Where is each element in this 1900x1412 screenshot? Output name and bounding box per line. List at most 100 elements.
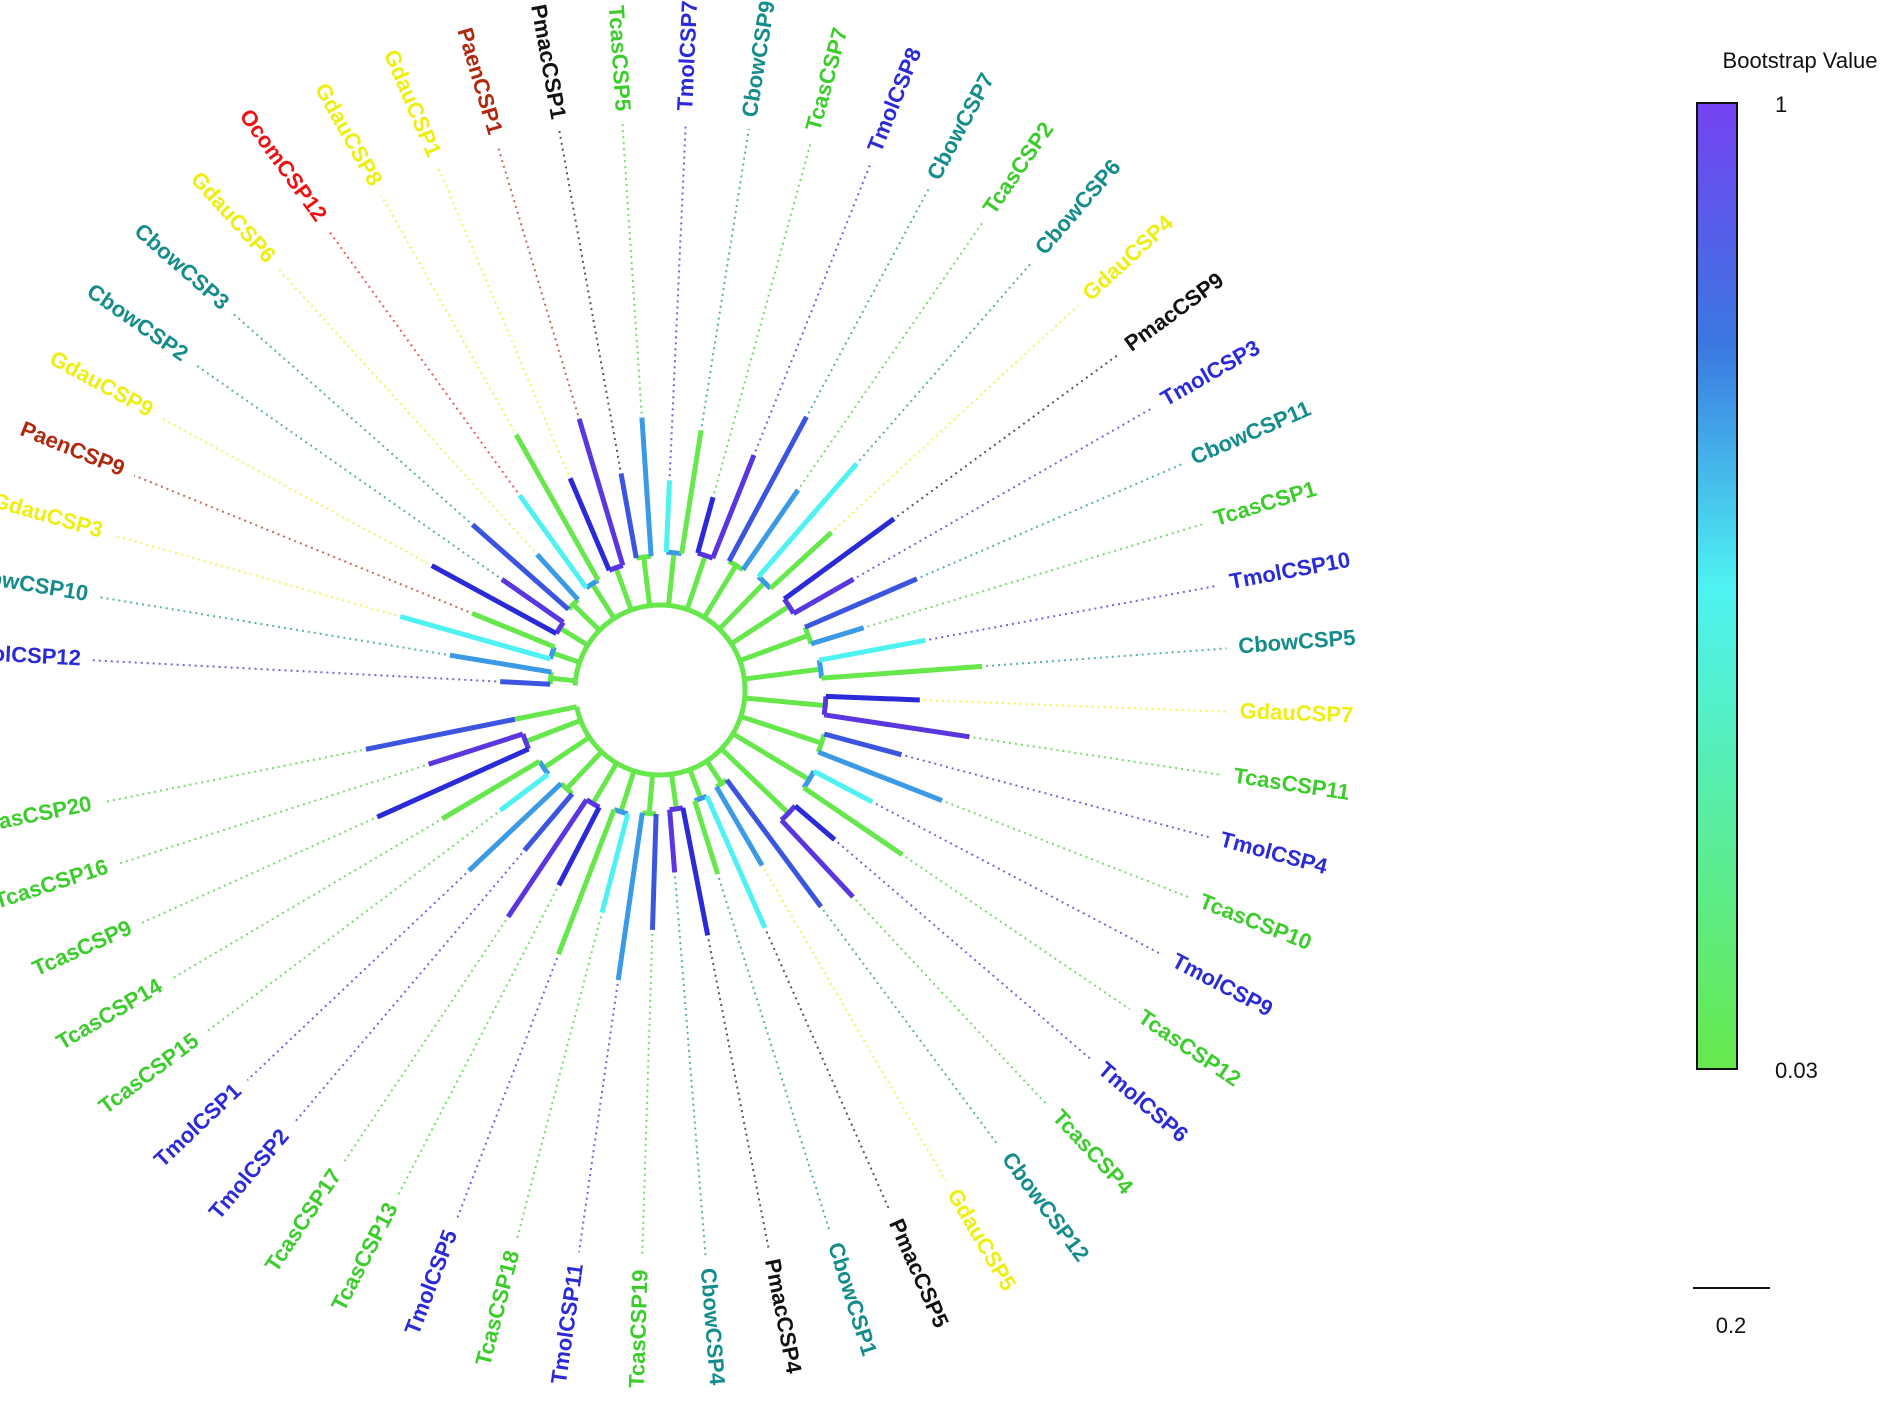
leaf-label: TcasCSP4	[1048, 1105, 1139, 1200]
branch	[687, 768, 704, 800]
leaf-label: GdauCSP8	[310, 79, 388, 190]
branch	[470, 522, 571, 612]
branch	[821, 663, 983, 681]
branch	[608, 563, 624, 573]
branch	[693, 793, 708, 804]
branch	[810, 625, 865, 647]
leaf-connector	[707, 939, 770, 1248]
branch	[792, 577, 855, 616]
leaf-connector	[856, 406, 1154, 579]
branch	[669, 773, 679, 810]
leaf-label: PmacCSP4	[760, 1257, 807, 1377]
leaf-connector	[867, 522, 1204, 628]
leaf-connector	[141, 817, 375, 924]
branch	[498, 772, 550, 813]
branch	[740, 488, 801, 572]
leaf-label: GdauCSP7	[1239, 698, 1354, 727]
branch	[524, 718, 582, 744]
leaf-label: OcomCSP12	[235, 104, 333, 226]
branch	[618, 770, 637, 813]
leaf-label: PaenCSP1	[452, 25, 507, 138]
branch	[801, 769, 817, 790]
leaf-label: TcasCSP17	[260, 1164, 347, 1276]
branch	[717, 580, 767, 631]
leaf-connector	[713, 142, 812, 494]
leaf-label: CbowCSP10	[0, 560, 90, 606]
branch	[738, 633, 810, 663]
branch	[821, 696, 829, 716]
branch	[639, 417, 654, 557]
branch	[517, 493, 589, 590]
leaf-connector	[855, 899, 1049, 1107]
branch	[756, 461, 859, 579]
branch	[825, 693, 920, 703]
branch	[815, 733, 827, 753]
leaf-connector	[799, 221, 984, 488]
branch	[679, 429, 704, 555]
branch	[816, 659, 825, 679]
branch	[500, 679, 551, 687]
leaf-label: CbowCSP6	[1030, 154, 1126, 259]
branch	[739, 714, 823, 746]
leaf-connector	[92, 659, 497, 683]
leaf-connector	[973, 736, 1222, 776]
branch	[551, 650, 581, 665]
branch	[535, 552, 580, 602]
leaf-connector	[896, 353, 1119, 518]
leaf-label: GdauCSP6	[186, 167, 281, 268]
branch	[376, 746, 530, 820]
leaf-label: CbowCSP2	[83, 278, 193, 366]
leaf-connector	[875, 802, 1163, 956]
branch	[710, 454, 757, 560]
leaf-connector	[455, 957, 559, 1221]
leaf-label: TcasCSP18	[470, 1248, 524, 1369]
leaf-connector	[437, 166, 570, 475]
legend-max: 1	[1775, 92, 1787, 117]
branch	[704, 795, 768, 929]
branch	[793, 803, 837, 842]
branch	[744, 695, 826, 709]
scale-bar-label: 0.2	[1716, 1313, 1747, 1338]
branch	[702, 564, 739, 619]
leaf-connector	[858, 260, 1034, 462]
leaf-label: CbowCSP9	[737, 0, 780, 119]
branch	[590, 761, 619, 805]
leaf-connector	[923, 699, 1228, 713]
leaf-label: TcasCSP19	[624, 1269, 653, 1388]
leaf-label: TmolCSP5	[399, 1226, 462, 1338]
leaf-connector	[133, 474, 469, 613]
branch	[514, 704, 578, 722]
leaf-label: TmolCSP8	[862, 44, 926, 155]
leaf-label: CbowCSP3	[130, 218, 235, 314]
leaf-connector	[246, 872, 467, 1081]
branch	[649, 813, 659, 930]
leaf-connector	[641, 933, 654, 1258]
branch	[684, 554, 708, 611]
branch	[692, 799, 721, 875]
leaf-label: TmolCSP12	[0, 639, 82, 670]
leaf-connector	[515, 916, 602, 1240]
branch	[635, 553, 652, 561]
leaf-label: CbowCSP1	[823, 1239, 882, 1358]
leaf-label: TmolCSP11	[546, 1262, 588, 1385]
leaf-connector	[205, 811, 498, 1033]
branch	[613, 807, 629, 817]
leaf-connector	[986, 647, 1227, 668]
branch	[680, 807, 711, 936]
branch	[427, 731, 524, 767]
leaf-connector	[920, 463, 1182, 579]
phylogenetic-tree: TmolCSP12CbowCSP10GdauCSP3PaenCSP9GdauCS…	[0, 0, 1356, 1388]
branch	[590, 582, 617, 620]
leaf-connector	[621, 123, 643, 414]
leaf-label: TmolCSP3	[1156, 335, 1264, 411]
branch	[669, 805, 684, 813]
leaf-connector	[343, 919, 507, 1163]
leaf-connector	[194, 363, 500, 578]
branch	[823, 712, 970, 740]
branch	[729, 604, 791, 646]
branch	[768, 530, 834, 591]
leaf-label: GdauCSP4	[1077, 209, 1178, 305]
branch	[365, 716, 516, 752]
branch	[727, 559, 745, 572]
leaf-label: CbowCSP7	[922, 69, 999, 184]
